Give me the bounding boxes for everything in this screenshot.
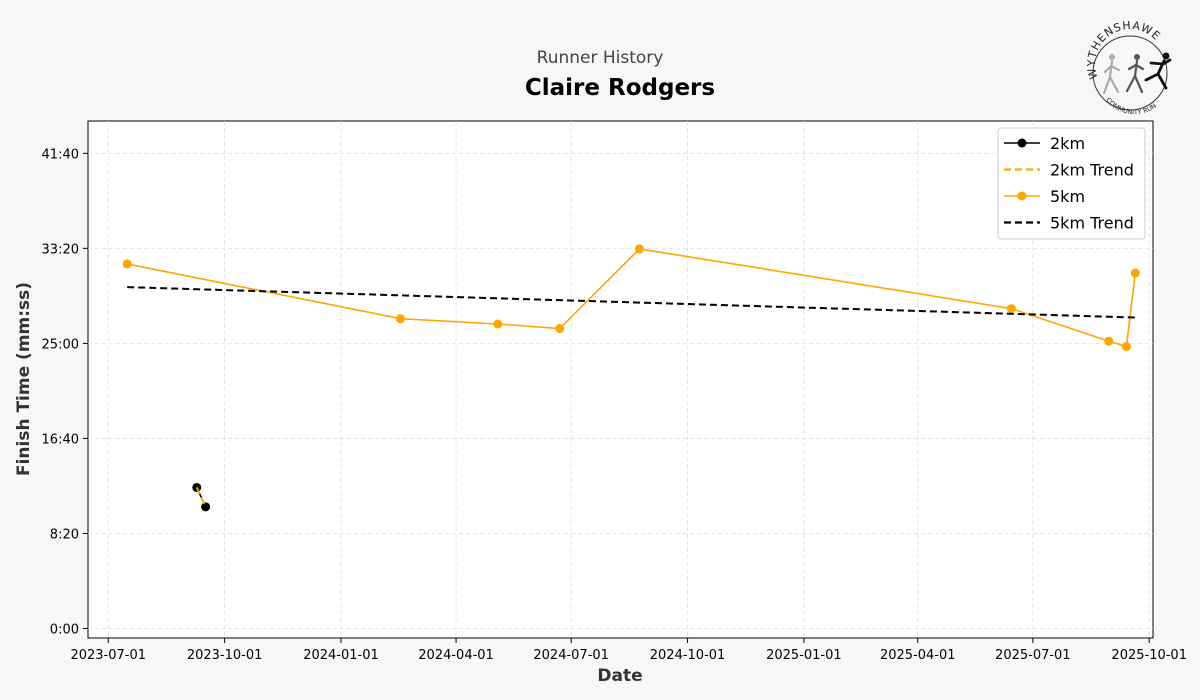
series-layer <box>122 244 1140 512</box>
legend-marker <box>1017 138 1027 148</box>
legend-box <box>997 127 1146 240</box>
x-tick-label: 2024-10-01 <box>650 648 726 663</box>
legend: 2km 2km Trend 5km 5km Trend <box>997 127 1146 240</box>
data-point-5km <box>493 319 503 329</box>
x-tick-label: 2025-01-01 <box>766 648 842 663</box>
grid <box>88 121 1153 638</box>
y-tick-label: 0:00 <box>50 622 79 637</box>
legend-label: 5km <box>1050 187 1085 206</box>
x-tick-label: 2025-04-01 <box>880 648 956 663</box>
chart-subtitle: Runner History <box>537 48 664 68</box>
series-line-5km-trend <box>127 286 1136 319</box>
data-point-5km <box>1104 336 1114 346</box>
axes: 2023-07-01 2023-10-01 2024-01-01 2024-04-01… <box>42 147 1187 663</box>
logo-bottom-text: COMMUNITY RUN <box>1104 96 1158 116</box>
legend-label: 5km Trend <box>1050 214 1134 233</box>
x-tick-label: 2025-10-01 <box>1111 648 1187 663</box>
y-tick-label: 33:20 <box>42 242 79 257</box>
plot-area <box>87 120 1154 639</box>
runners-icon <box>1102 52 1172 95</box>
x-axis-title: Date <box>597 666 642 686</box>
data-point-5km <box>1006 304 1016 314</box>
y-axis-title: Finish Time (mm:ss) <box>14 282 34 476</box>
legend-label: 2km <box>1050 134 1085 153</box>
y-tick-label: 25:00 <box>42 337 79 352</box>
data-point-5km <box>122 259 132 269</box>
legend-label: 2km Trend <box>1050 161 1134 180</box>
data-point-5km <box>634 244 644 254</box>
logo-top-text: WYTHENSHAWE <box>1085 19 1163 81</box>
y-tick-label: 16:40 <box>42 432 79 447</box>
series-line-2km-trend <box>195 487 207 508</box>
y-tick-label: 8:20 <box>50 527 79 542</box>
x-tick-label: 2023-07-01 <box>70 648 146 663</box>
chart-title: Claire Rodgers <box>525 75 715 101</box>
x-tick-label: 2023-10-01 <box>187 648 263 663</box>
data-point-5km <box>1130 268 1140 278</box>
club-logo: WYTHENSHAWE COMMUNITY RUN <box>1085 19 1172 116</box>
y-tick-label: 41:40 <box>42 147 79 162</box>
data-point-5km <box>395 314 405 324</box>
data-point-5km <box>555 324 565 334</box>
data-point-5km <box>1121 342 1131 352</box>
x-tick-label: 2024-07-01 <box>533 648 609 663</box>
x-tick-label: 2024-01-01 <box>303 648 379 663</box>
x-tick-label: 2024-04-01 <box>418 648 494 663</box>
x-tick-label: 2025-07-01 <box>995 648 1071 663</box>
legend-marker <box>1017 191 1027 201</box>
data-point-2km <box>201 502 211 512</box>
